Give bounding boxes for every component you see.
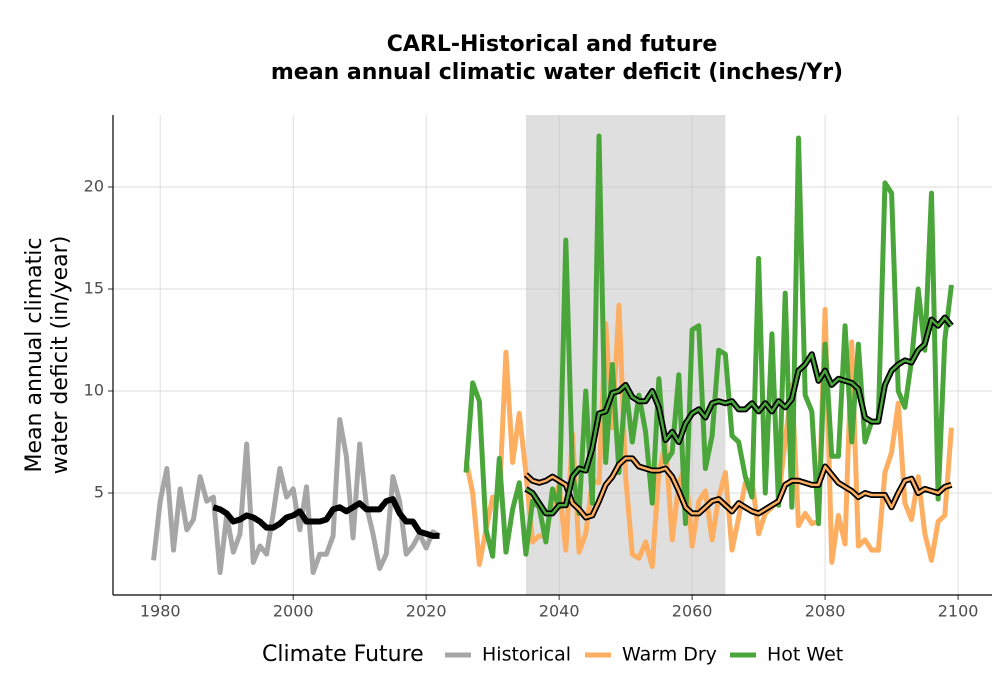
legend-label: Hot Wet bbox=[767, 644, 843, 666]
x-tick-label: 1980 bbox=[140, 602, 181, 621]
y-axis-label: water deficit (in/year) bbox=[48, 236, 73, 475]
y-tick-label: 10 bbox=[84, 381, 104, 400]
trend-line bbox=[525, 457, 952, 519]
trend-line bbox=[213, 497, 440, 538]
y-tick-label: 5 bbox=[94, 483, 104, 502]
series-line bbox=[151, 417, 441, 576]
y-tick-label: 20 bbox=[84, 177, 104, 196]
y-axis-label: Mean annual climatic bbox=[22, 238, 47, 473]
x-tick-label: 2020 bbox=[406, 602, 447, 621]
x-tick-label: 2080 bbox=[805, 602, 846, 621]
x-tick-label: 2040 bbox=[539, 602, 580, 621]
x-tick-label: 2000 bbox=[273, 602, 314, 621]
series-line bbox=[463, 133, 954, 559]
x-tick-label: 2100 bbox=[938, 602, 979, 621]
trend-line bbox=[525, 316, 953, 515]
x-tick-label: 2060 bbox=[672, 602, 713, 621]
legend-title: Climate Future bbox=[262, 642, 424, 667]
chart-title: mean annual climatic water deficit (inch… bbox=[271, 60, 843, 85]
legend-label: Historical bbox=[482, 644, 571, 666]
y-tick-label: 15 bbox=[84, 279, 104, 298]
chart-title: CARL-Historical and future bbox=[387, 32, 718, 57]
legend-label: Warm Dry bbox=[622, 644, 717, 666]
